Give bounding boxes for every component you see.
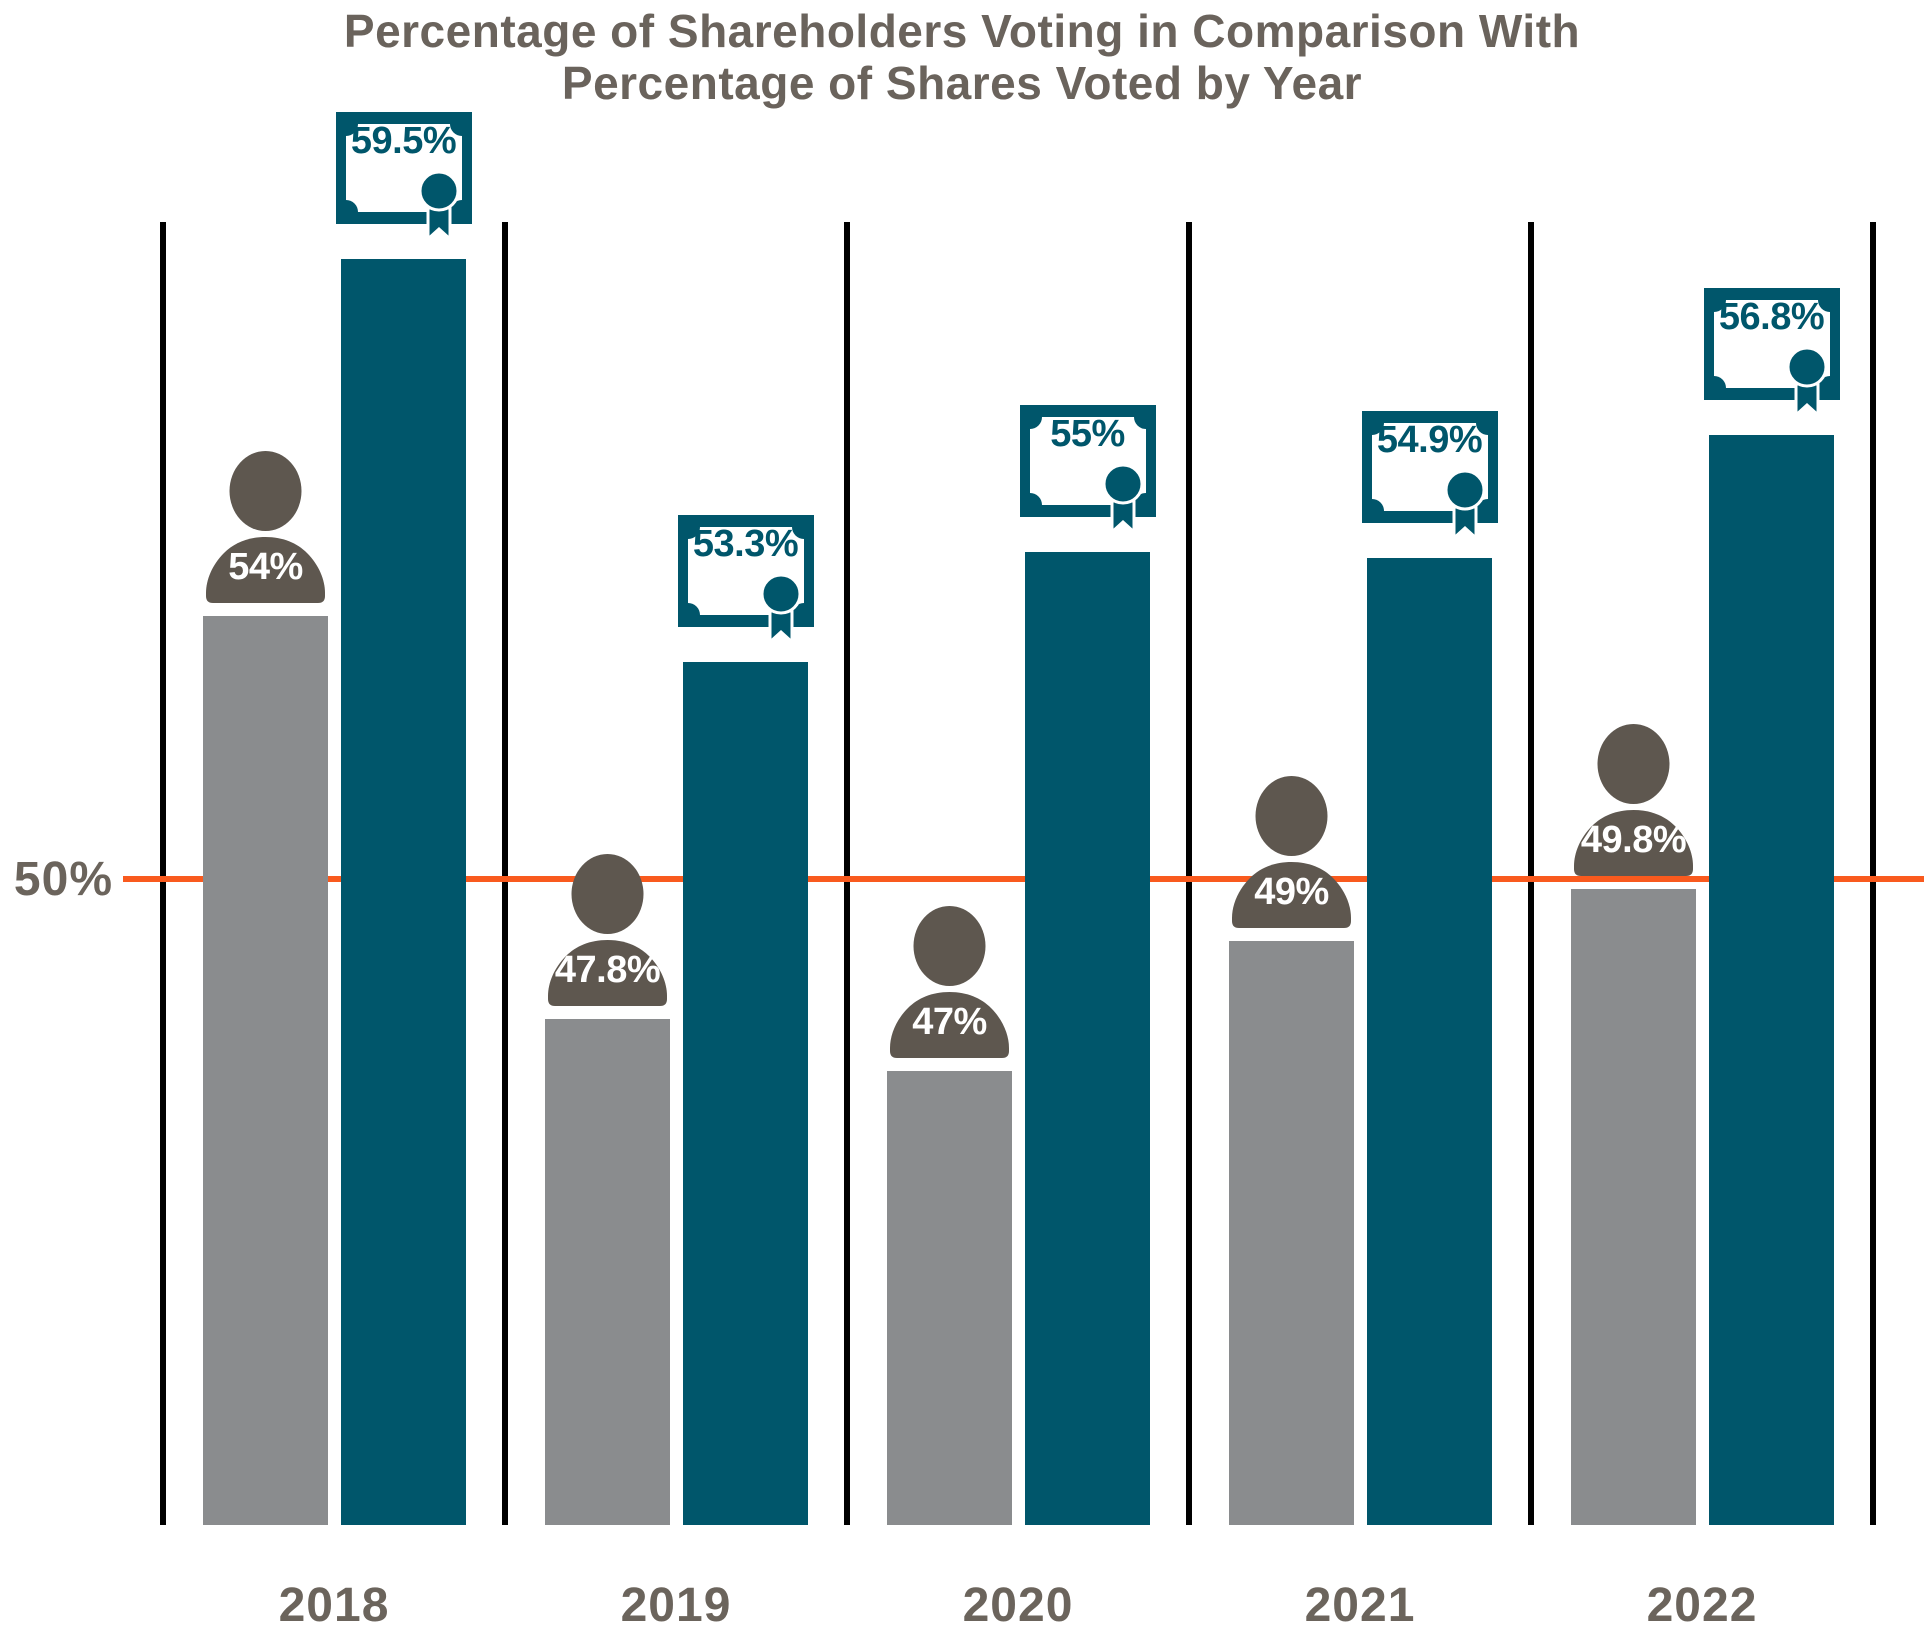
shares-voted-bar-2022 — [1709, 434, 1834, 1525]
year-separator-line — [1528, 222, 1534, 1525]
shares-voted-value-label: 55% — [1050, 412, 1125, 455]
shareholders-voting-bar-2021 — [1229, 940, 1354, 1525]
shares-voted-bar-2021 — [1367, 557, 1492, 1525]
shares-voted-bar-2018 — [341, 259, 466, 1525]
chart-title-line-1: Percentage of Shareholders Voting in Com… — [343, 5, 1581, 57]
chart-title: Percentage of Shareholders Voting in Com… — [0, 5, 1924, 109]
year-label-2019: 2019 — [620, 1579, 732, 1631]
year-separator-line — [844, 222, 850, 1525]
shareholders-voting-value-label: 54% — [228, 546, 303, 589]
year-label-2018: 2018 — [278, 1579, 390, 1631]
year-separator-line — [160, 222, 166, 1525]
year-separator-line — [502, 222, 508, 1525]
fifty-percent-line — [123, 876, 1924, 882]
year-label-2022: 2022 — [1646, 1579, 1758, 1631]
certificate-icon: 59.5% — [335, 112, 472, 246]
shareholders-voting-value-label: 47.8% — [554, 948, 661, 991]
certificate-icon: 55% — [1019, 404, 1156, 539]
shareholders-voting-bar-2022 — [1571, 888, 1696, 1525]
person-icon: 47.8% — [545, 853, 670, 1006]
fifty-percent-label: 50% — [13, 853, 113, 906]
shares-voted-value-label: 56.8% — [1718, 295, 1825, 338]
shares-voted-value-label: 53.3% — [692, 522, 799, 565]
shareholders-voting-bar-2020 — [887, 1070, 1012, 1525]
certificate-icon: 54.9% — [1361, 410, 1498, 545]
shareholders-voting-bar-2018 — [203, 616, 328, 1525]
certificate-icon: 53.3% — [677, 514, 814, 649]
shares-voted-bar-2020 — [1025, 551, 1150, 1525]
person-icon: 47% — [887, 905, 1012, 1058]
shares-voted-bar-2019 — [683, 661, 808, 1525]
person-icon: 49% — [1229, 775, 1354, 928]
person-icon: 54% — [203, 451, 328, 604]
shareholders-voting-bar-2019 — [545, 1018, 670, 1525]
year-label-2021: 2021 — [1304, 1579, 1416, 1631]
year-label-2020: 2020 — [962, 1579, 1074, 1631]
shareholders-voting-value-label: 49.8% — [1580, 818, 1687, 861]
person-icon: 49.8% — [1571, 723, 1696, 876]
shares-voted-value-label: 59.5% — [350, 120, 457, 163]
year-separator-line — [1870, 222, 1876, 1525]
shareholders-voting-value-label: 47% — [912, 1000, 987, 1043]
chart-title-line-2: Percentage of Shares Voted by Year — [561, 56, 1363, 109]
shares-voted-value-label: 54.9% — [1376, 418, 1483, 461]
shareholders-voting-value-label: 49% — [1254, 870, 1329, 913]
certificate-icon: 56.8% — [1703, 287, 1840, 422]
year-separator-line — [1186, 222, 1192, 1525]
